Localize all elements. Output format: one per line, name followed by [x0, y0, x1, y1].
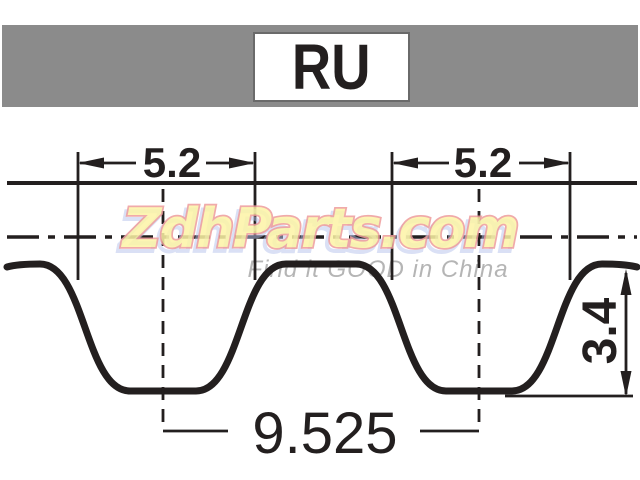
- arrowhead-right-in-icon: [392, 157, 418, 169]
- arrowhead-up-icon: [620, 269, 632, 295]
- belt-tooth-profile-curve: [3, 260, 640, 395]
- watermark-brand: ZdhParts.com: [120, 197, 517, 260]
- arrowhead-right-out-icon: [544, 157, 570, 169]
- profile-code-label: RU: [292, 31, 371, 103]
- arrowhead-left-in-icon: [229, 157, 255, 169]
- tooth-height-label: 3.4: [574, 297, 627, 364]
- arrowhead-left-out-icon: [78, 157, 104, 169]
- tooth-width-label-right: 5.2: [454, 139, 512, 186]
- pitch-label: 9.525: [252, 401, 397, 466]
- tooth-width-label-left: 5.2: [143, 139, 201, 186]
- watermark-brand-shadow: ZdhParts.com: [117, 201, 514, 264]
- profile-code-box: RU: [253, 32, 410, 102]
- arrowhead-down-icon: [620, 371, 632, 397]
